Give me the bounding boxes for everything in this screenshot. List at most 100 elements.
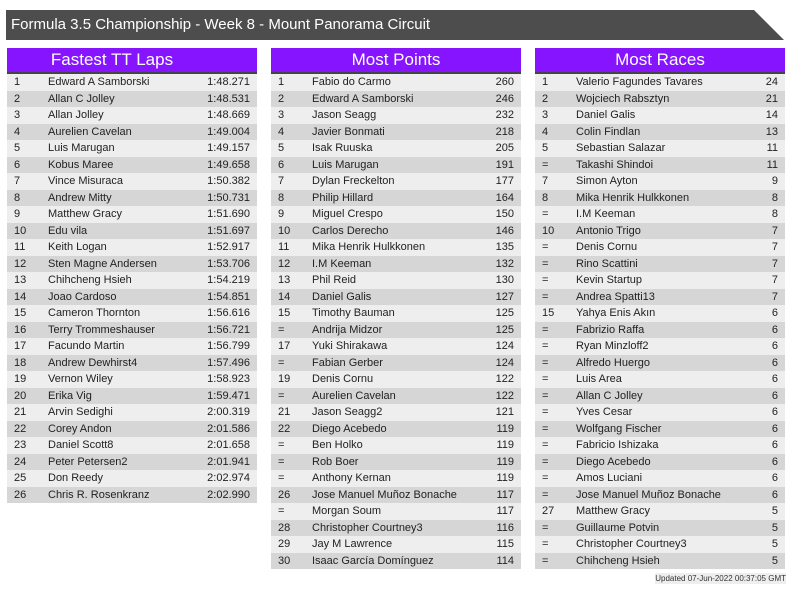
rank-cell: 4 [542, 125, 549, 138]
rank-cell: = [278, 472, 285, 484]
value-cell: 1:50.731 [207, 191, 250, 204]
table-row: = I.M Keeman 8 [535, 206, 785, 223]
value-cell: 6 [771, 406, 778, 418]
table-row: = Yves Cesar 6 [535, 404, 785, 421]
table-row: 25 Don Reedy 2:02.974 [7, 470, 257, 487]
value-cell: 6 [771, 488, 778, 501]
value-cell: 122 [495, 389, 514, 402]
value-cell: 14 [765, 109, 778, 121]
rank-cell: = [542, 274, 549, 286]
value-cell: 218 [495, 125, 514, 138]
rank-cell: 18 [14, 356, 27, 369]
rank-cell: = [278, 455, 285, 468]
table-row: 11 Keith Logan 1:52.917 [7, 239, 257, 256]
value-cell: 119 [496, 439, 514, 451]
table-row: 13 Phil Reid 130 [271, 272, 521, 289]
name-cell: I.M Keeman [312, 257, 372, 270]
name-cell: Christopher Courtney3 [312, 521, 423, 534]
table-row: = Chihcheng Hsieh 5 [535, 552, 785, 569]
name-cell: Diego Acebedo [576, 455, 651, 468]
value-cell: 7 [771, 274, 778, 286]
table-row: = Allan C Jolley 6 [535, 387, 785, 404]
name-cell: Yahya Enis Akın [576, 307, 656, 319]
rank-cell: 17 [14, 340, 27, 352]
rank-cell: 5 [278, 142, 285, 154]
name-cell: Luis Marugan [48, 142, 115, 154]
table-row: 12 I.M Keeman 132 [271, 255, 521, 272]
value-cell: 177 [495, 175, 514, 187]
value-cell: 1:49.004 [207, 125, 250, 138]
name-cell: Daniel Galis [312, 290, 372, 303]
name-cell: Sten Magne Andersen [48, 257, 157, 270]
name-cell: Javier Bonmati [312, 125, 385, 138]
table-row: 7 Simon Ayton 9 [535, 173, 785, 190]
name-cell: Denis Cornu [576, 241, 638, 253]
value-cell: 6 [771, 356, 778, 369]
rank-cell: 6 [14, 158, 21, 171]
name-cell: Terry Trommeshauser [48, 323, 155, 336]
rank-cell: 2 [14, 92, 21, 105]
table-row: 20 Erika Vig 1:59.471 [7, 387, 257, 404]
value-cell: 6 [771, 323, 778, 336]
table-row: = Takashi Shindoi 11 [535, 156, 785, 173]
name-cell: Chihcheng Hsieh [576, 554, 660, 567]
value-cell: 119 [496, 422, 514, 435]
name-cell: Daniel Scott8 [48, 439, 114, 451]
table-row: 22 Diego Acebedo 119 [271, 420, 521, 437]
table-row: = Ben Holko 119 [271, 437, 521, 454]
table-row: 5 Sebastian Salazar 11 [535, 140, 785, 157]
value-cell: 2:00.319 [207, 406, 250, 418]
table-row: 17 Facundo Martin 1:56.799 [7, 338, 257, 355]
table-row: 14 Joao Cardoso 1:54.851 [7, 288, 257, 305]
value-cell: 119 [496, 472, 514, 484]
rank-cell: 10 [14, 224, 27, 237]
most-races-table: Most Races 1 Valerio Fagundes Tavares 24 2 W… [535, 48, 785, 569]
rank-cell: = [542, 356, 549, 369]
rank-cell: = [542, 455, 549, 468]
rank-cell: = [542, 472, 549, 484]
name-cell: Miguel Crespo [312, 208, 383, 220]
value-cell: 1:48.271 [207, 76, 250, 88]
name-cell: Takashi Shindoi [576, 158, 654, 171]
table-title: Fastest TT Laps [7, 48, 257, 74]
value-cell: 122 [495, 373, 514, 385]
table-row: = Anthony Kernan 119 [271, 470, 521, 487]
rank-cell: 12 [14, 257, 27, 270]
name-cell: Morgan Soum [312, 505, 382, 517]
rank-cell: = [278, 356, 285, 369]
rank-cell: 13 [14, 274, 27, 286]
value-cell: 125 [495, 323, 514, 336]
rank-cell: 2 [542, 92, 549, 105]
rank-cell: = [542, 323, 549, 336]
name-cell: Simon Ayton [576, 175, 638, 187]
table-row: 22 Corey Andon 2:01.586 [7, 420, 257, 437]
table-row: 8 Andrew Mitty 1:50.731 [7, 189, 257, 206]
name-cell: Fabricio Ishizaka [576, 439, 659, 451]
table-row: 21 Jason Seagg2 121 [271, 404, 521, 421]
value-cell: 127 [495, 290, 514, 303]
rank-cell: 28 [278, 521, 291, 534]
rank-cell: 21 [14, 406, 27, 418]
rank-cell: = [542, 554, 549, 567]
rank-cell: 8 [542, 191, 549, 204]
rank-cell: 19 [278, 373, 291, 385]
table-row: = Wolfgang Fischer 6 [535, 420, 785, 437]
rank-cell: = [542, 340, 549, 352]
table-row: 8 Mika Henrik Hulkkonen 8 [535, 189, 785, 206]
value-cell: 2:02.974 [207, 472, 250, 484]
table-row: 26 Jose Manuel Muñoz Bonache 117 [271, 486, 521, 503]
table-row: 10 Edu vila 1:51.697 [7, 222, 257, 239]
rank-cell: 6 [278, 158, 285, 171]
table-row: = Andrija Midzor 125 [271, 321, 521, 338]
rank-cell: = [542, 290, 549, 303]
rank-cell: 15 [14, 307, 27, 319]
value-cell: 164 [495, 191, 514, 204]
table-row: 2 Edward A Samborski 246 [271, 90, 521, 107]
value-cell: 6 [771, 439, 778, 451]
value-cell: 205 [495, 142, 514, 154]
rank-cell: 21 [278, 406, 291, 418]
rank-cell: = [542, 406, 549, 418]
rank-cell: 11 [278, 241, 290, 253]
rank-cell: 24 [14, 455, 27, 468]
value-cell: 1:51.697 [207, 224, 250, 237]
